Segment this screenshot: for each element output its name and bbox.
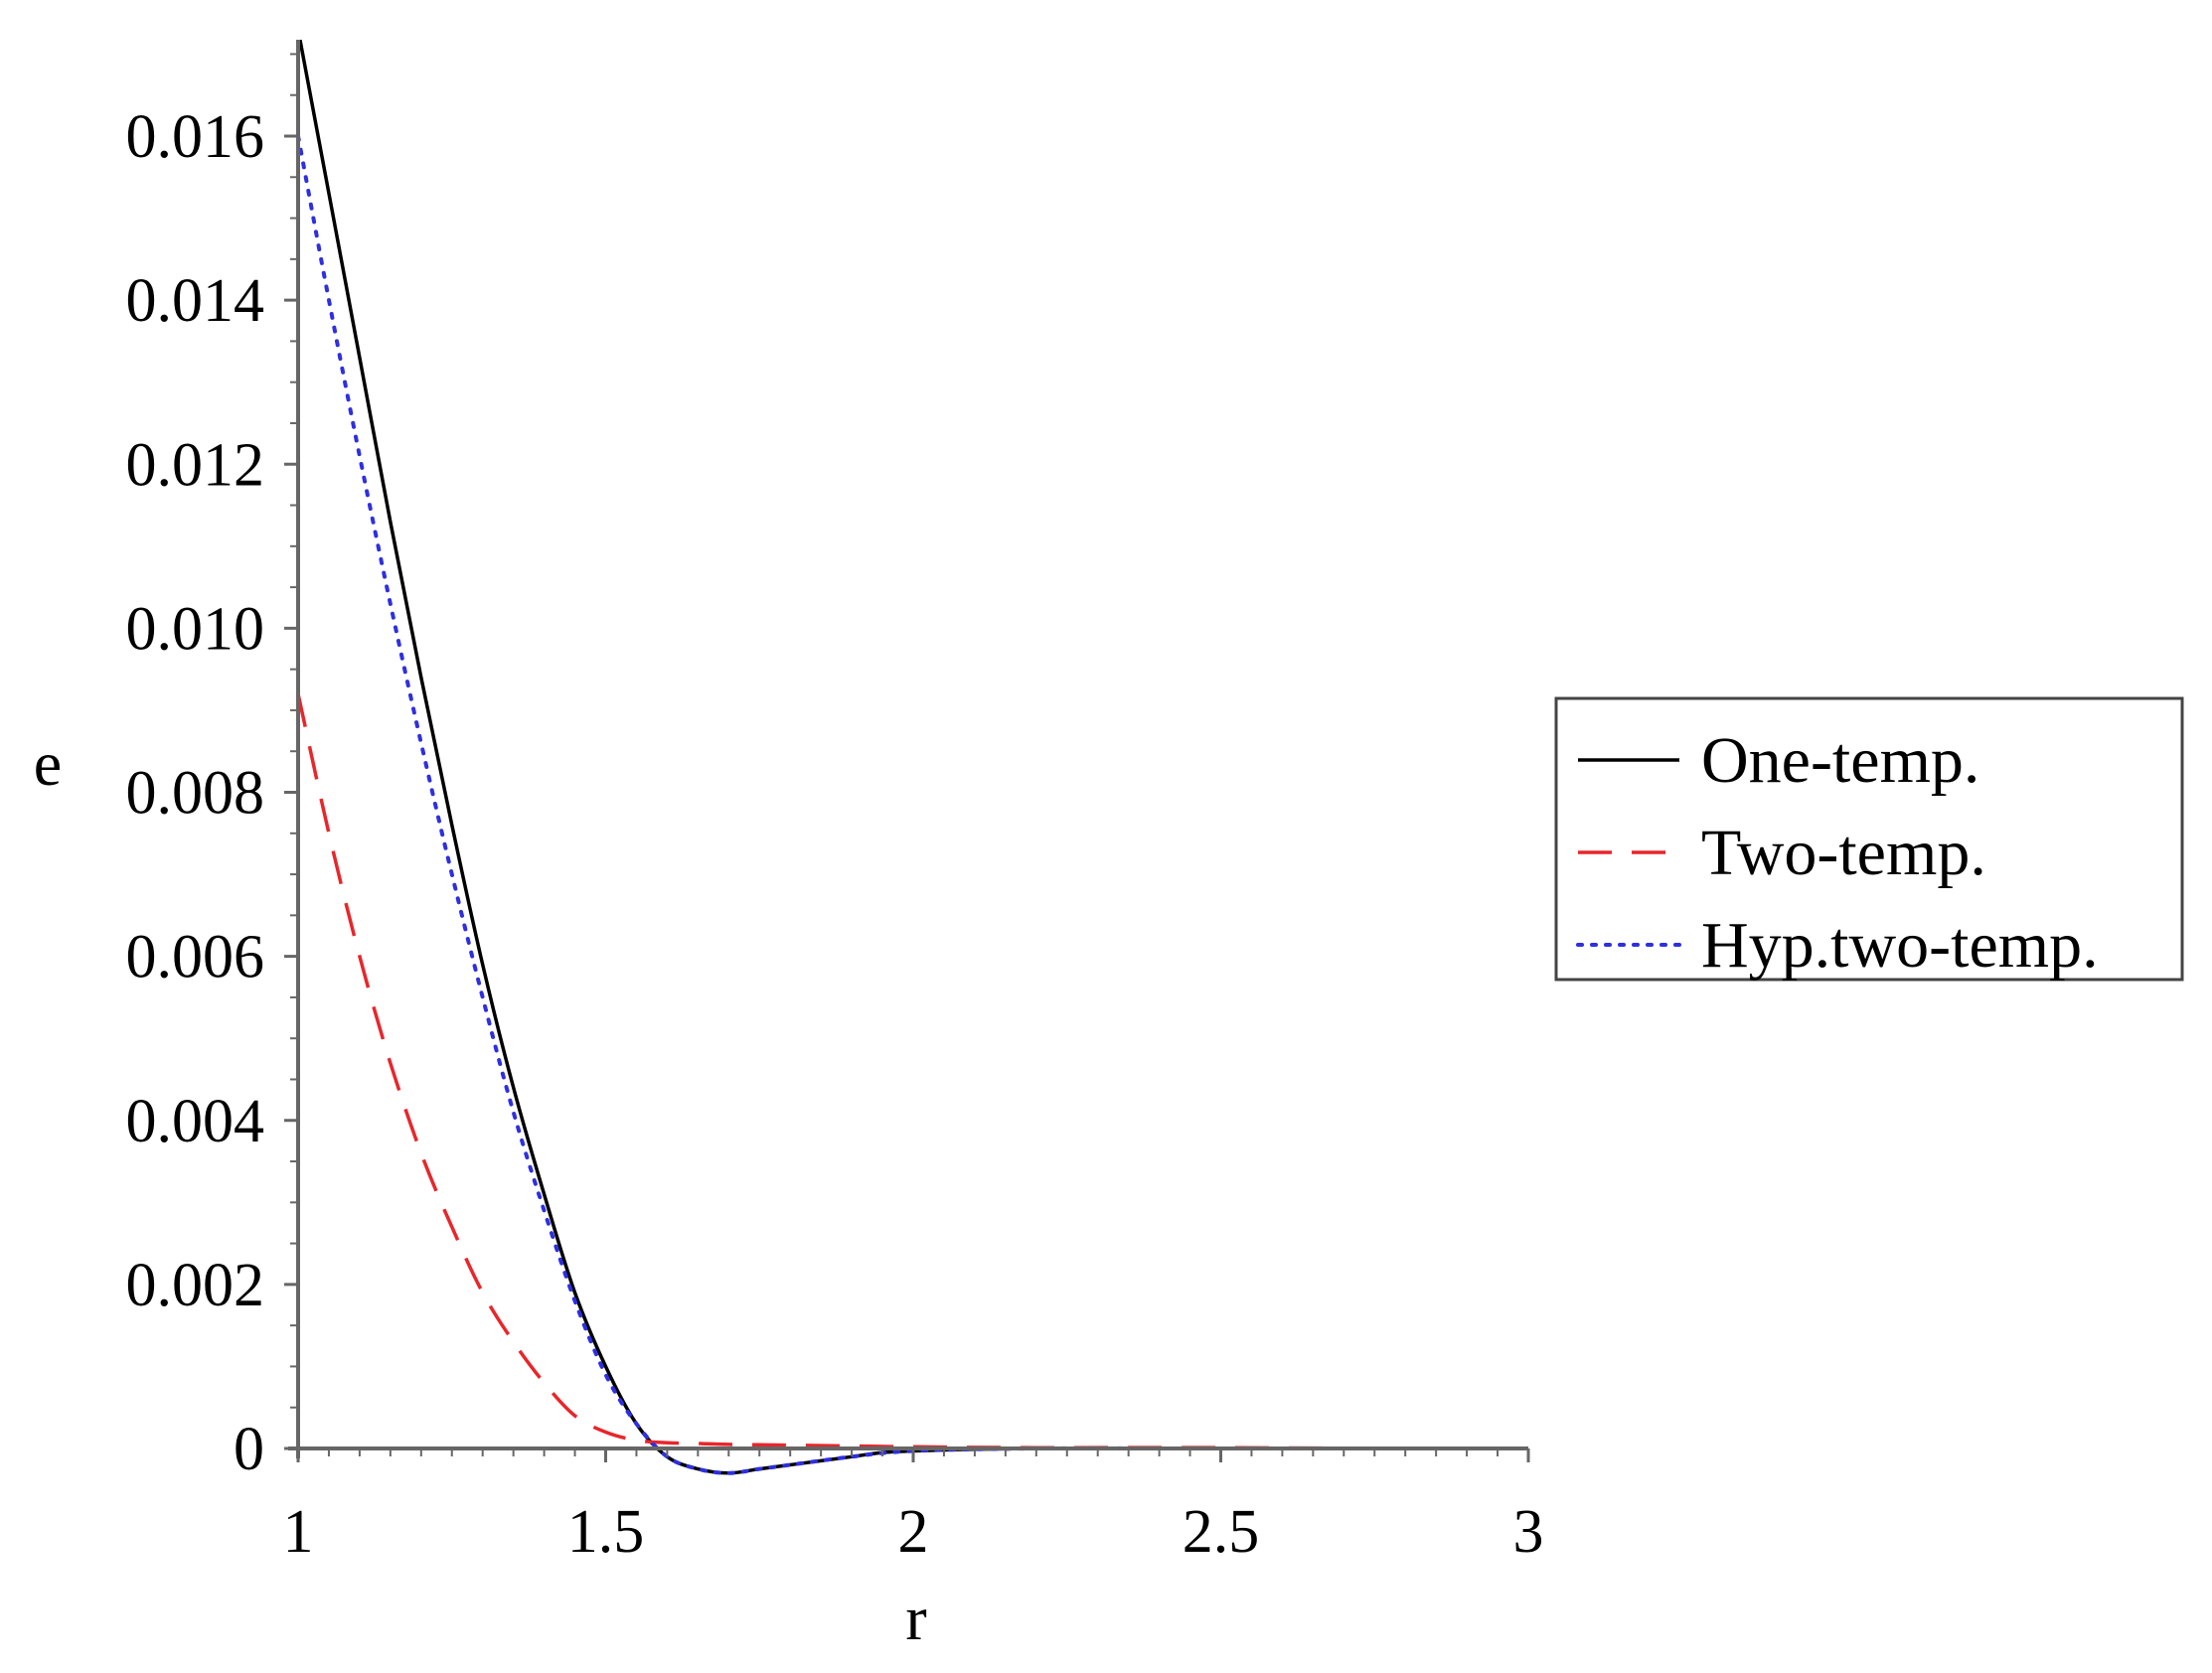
series-line-3 <box>298 134 1530 1475</box>
x-tick-label: 3 <box>1513 1498 1544 1566</box>
y-tick-label: 0.004 <box>126 1088 265 1155</box>
legend: One-temp. Two-temp. Hyp.two-temp. <box>1554 696 2184 982</box>
y-tick-label: 0.006 <box>126 924 265 991</box>
axes: 0 0.002 0.004 0.006 0.008 0.010 0.012 0.014 0.01… <box>126 40 1544 1566</box>
y-tick-label: 0.016 <box>126 103 265 171</box>
series-line-2 <box>298 693 1529 1450</box>
y-tick-label: 0.002 <box>126 1252 265 1319</box>
y-tick-label: 0 <box>234 1416 264 1483</box>
legend-box <box>1554 696 2184 982</box>
y-tick-label: 0.008 <box>126 760 265 828</box>
y-tick-label: 0.012 <box>126 431 265 499</box>
x-axis-label: r <box>905 1583 926 1653</box>
series-layer <box>298 40 1530 1475</box>
x-tick-label: 1.5 <box>567 1498 645 1566</box>
y-tick-label: 0.014 <box>126 267 265 335</box>
legend-label-3: Hyp.two-temp. <box>1701 909 2099 982</box>
x-tick-label: 2 <box>898 1498 929 1566</box>
x-tick-label: 2.5 <box>1183 1498 1260 1566</box>
legend-label-1: One-temp. <box>1701 724 1979 797</box>
series-line-1 <box>298 40 1528 1475</box>
legend-label-2: Two-temp. <box>1701 817 1986 889</box>
x-tick-label: 1 <box>283 1498 314 1566</box>
y-axis-label: e <box>34 728 62 799</box>
y-tick-label: 0.010 <box>126 595 265 663</box>
